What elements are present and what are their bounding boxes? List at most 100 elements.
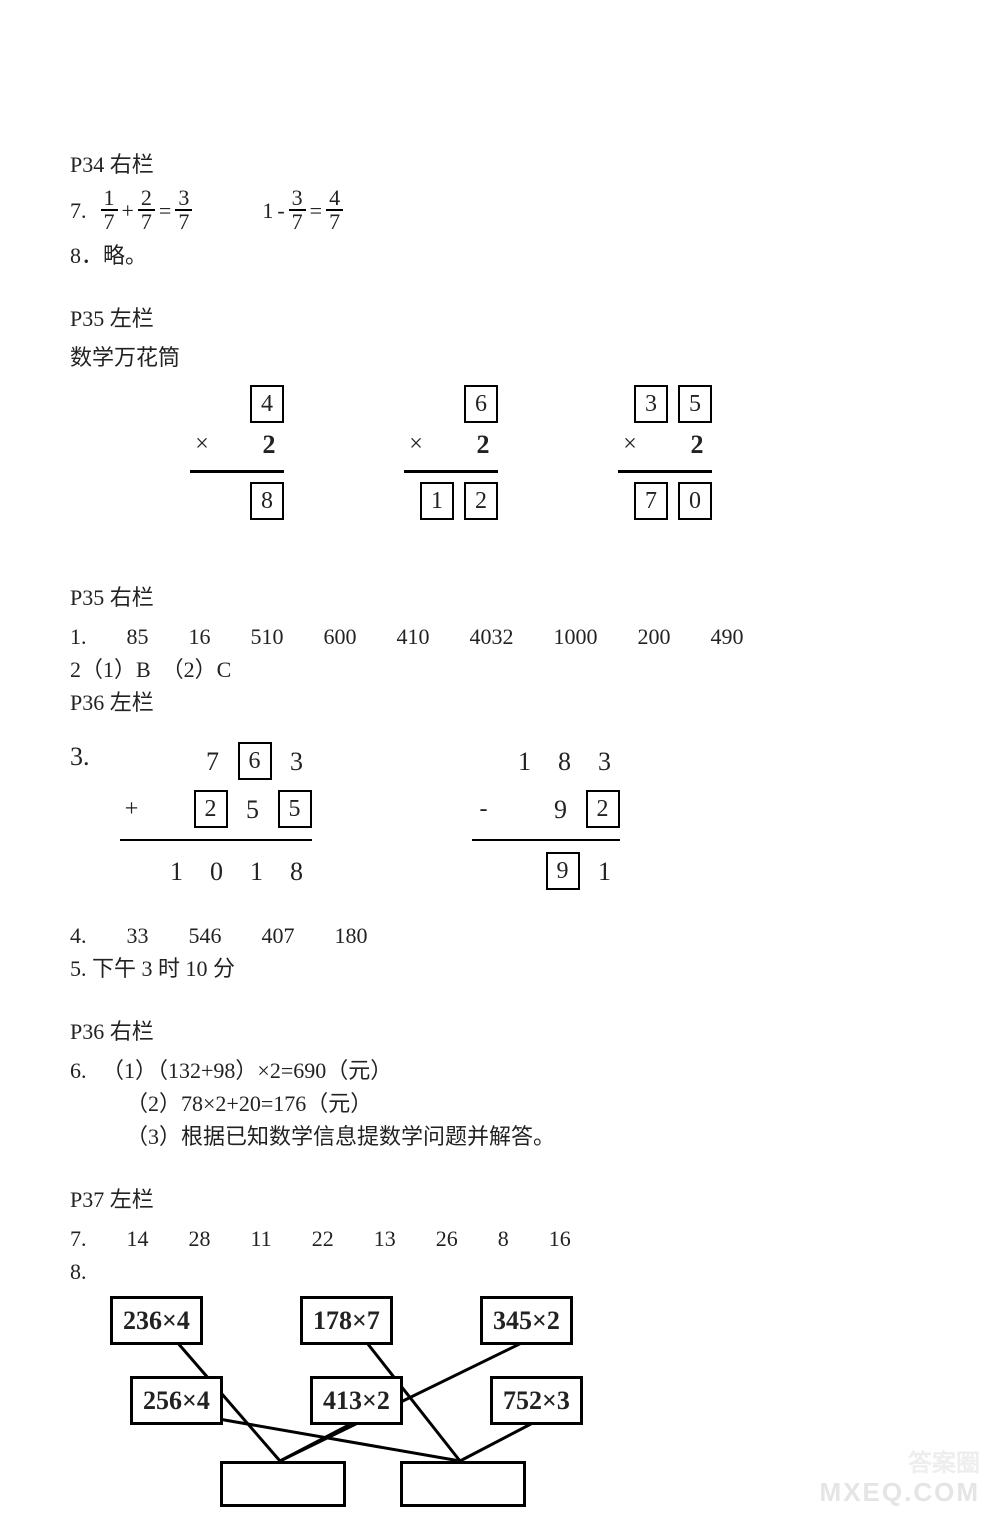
q6-l3: （3）根据已知数学信息提数学问题并解答。 bbox=[126, 1120, 930, 1153]
q7-prefix: 7. bbox=[70, 1222, 87, 1255]
value: 26 bbox=[436, 1222, 458, 1255]
digit: 6 bbox=[238, 742, 272, 780]
eq2-c: 47 bbox=[326, 187, 343, 233]
matching-diagram: 236×4 178×7 345×2 256×4 413×2 752×3 bbox=[80, 1296, 680, 1506]
eq2-a: 37 bbox=[289, 187, 306, 233]
p36l-label: P36 左栏 bbox=[70, 686, 930, 719]
digit: 8 bbox=[550, 742, 580, 781]
op: - bbox=[472, 791, 496, 827]
digit: 2 bbox=[586, 790, 620, 828]
p34r-q8: 8．略。 bbox=[70, 239, 930, 272]
q6-l1: （1）（132+98）×2=690（元） bbox=[102, 1058, 392, 1083]
value: 16 bbox=[189, 620, 211, 653]
digit: 1 bbox=[242, 852, 272, 891]
mul-factor: 2 bbox=[254, 425, 284, 464]
value: 14 bbox=[127, 1222, 149, 1255]
p35l-label: P35 左栏 bbox=[70, 302, 930, 335]
mul-top-digit: 3 bbox=[634, 385, 668, 423]
mul-ans-digit: 8 bbox=[250, 482, 284, 520]
value: 28 bbox=[189, 1222, 211, 1255]
eq1-a: 17 bbox=[101, 187, 118, 233]
value: 8 bbox=[498, 1222, 509, 1255]
value: 510 bbox=[251, 620, 284, 653]
p36l-q4: 4. 33 546 407 180 bbox=[70, 919, 930, 952]
value: 407 bbox=[262, 919, 295, 952]
value: 1000 bbox=[554, 620, 598, 653]
mul-factor: 2 bbox=[682, 425, 712, 464]
eq2: 1 - 37 = 47 bbox=[262, 187, 343, 233]
match-mid-box: 413×2 bbox=[310, 1376, 403, 1425]
p35l-title: 数学万花筒 bbox=[70, 341, 930, 374]
q8-prefix: 8. bbox=[70, 1255, 930, 1288]
vertical-multiplication: 35 × 270 bbox=[618, 384, 712, 521]
q7-prefix: 7. bbox=[70, 194, 87, 227]
digit: 3 bbox=[282, 742, 312, 781]
q3-row: 3. 763+2551018 183-9291 bbox=[140, 737, 930, 895]
q6-prefix: 6. bbox=[70, 1058, 87, 1083]
value: 13 bbox=[374, 1222, 396, 1255]
value: 600 bbox=[324, 620, 357, 653]
value: 85 bbox=[127, 620, 149, 653]
value: 4032 bbox=[470, 620, 514, 653]
match-top-box: 236×4 bbox=[110, 1296, 203, 1345]
digit: 1 bbox=[162, 852, 192, 891]
p35r-q1: 1. 85 16 510 600 410 4032 1000 200 490 bbox=[70, 620, 930, 653]
p34r-label: P34 右栏 bbox=[70, 148, 930, 181]
mul-op: × bbox=[404, 426, 428, 462]
kaleido-row: 4×286×21235×270 bbox=[190, 384, 930, 521]
eq1-b: 27 bbox=[138, 187, 155, 233]
p35r-q2: 2（1）B （2）C bbox=[70, 653, 930, 686]
p36r-label: P36 右栏 bbox=[70, 1015, 930, 1048]
page: P34 右栏 7. 17 + 27 = 37 1 - 37 = 47 8．略。 … bbox=[0, 0, 1000, 1522]
value: 180 bbox=[335, 919, 368, 952]
value: 200 bbox=[638, 620, 671, 653]
match-bottom-box bbox=[220, 1461, 346, 1507]
match-top-box: 178×7 bbox=[300, 1296, 393, 1345]
mul-op: × bbox=[190, 426, 214, 462]
mul-top-digit: 5 bbox=[678, 385, 712, 423]
match-mid-box: 256×4 bbox=[130, 1376, 223, 1425]
mul-ans-digit: 1 bbox=[420, 482, 454, 520]
match-bottom-box bbox=[400, 1461, 526, 1507]
mul-op: × bbox=[618, 426, 642, 462]
digit: 5 bbox=[278, 790, 312, 828]
digit: 2 bbox=[194, 790, 228, 828]
mul-top-digit: 6 bbox=[464, 385, 498, 423]
digit: 9 bbox=[546, 852, 580, 890]
q4-prefix: 4. bbox=[70, 919, 87, 952]
digit: 7 bbox=[198, 742, 228, 781]
mul-ans-digit: 0 bbox=[678, 482, 712, 520]
digit: 3 bbox=[590, 742, 620, 781]
value: 16 bbox=[549, 1222, 571, 1255]
p37l-q7: 7. 142811221326816 bbox=[70, 1222, 930, 1255]
digit: 1 bbox=[590, 852, 620, 891]
mul-ans-digit: 7 bbox=[634, 482, 668, 520]
p36l-q5: 5. 下午 3 时 10 分 bbox=[70, 952, 930, 985]
q3-prefix: 3. bbox=[70, 737, 90, 776]
vertical-multiplication: 6 × 212 bbox=[404, 384, 498, 521]
eq1: 7. 17 + 27 = 37 bbox=[110, 187, 192, 233]
q1-prefix: 1. bbox=[70, 620, 87, 653]
value: 546 bbox=[189, 919, 222, 952]
match-mid-box: 752×3 bbox=[490, 1376, 583, 1425]
eq1-c: 37 bbox=[175, 187, 192, 233]
q6-l2: （2）78×2+20=176（元） bbox=[126, 1087, 930, 1120]
value: 33 bbox=[127, 919, 149, 952]
match-top-box: 345×2 bbox=[480, 1296, 573, 1345]
watermark-main: MXEQ.COM bbox=[820, 1473, 980, 1512]
digit: 0 bbox=[202, 852, 232, 891]
digit: 1 bbox=[510, 742, 540, 781]
mul-factor: 2 bbox=[468, 425, 498, 464]
value: 490 bbox=[711, 620, 744, 653]
digit: 5 bbox=[238, 790, 268, 829]
mul-ans-digit: 2 bbox=[464, 482, 498, 520]
value: 22 bbox=[312, 1222, 334, 1255]
p37l-label: P37 左栏 bbox=[70, 1183, 930, 1216]
vertical-multiplication: 4 × 2 8 bbox=[190, 384, 284, 521]
value: 410 bbox=[397, 620, 430, 653]
p35r-label: P35 右栏 bbox=[70, 581, 930, 614]
digit: 9 bbox=[546, 790, 576, 829]
q3-add: 763+2551018 bbox=[120, 737, 312, 895]
p36r-q6: 6. （1）（132+98）×2=690（元） bbox=[70, 1054, 930, 1087]
mul-top-digit: 4 bbox=[250, 385, 284, 423]
